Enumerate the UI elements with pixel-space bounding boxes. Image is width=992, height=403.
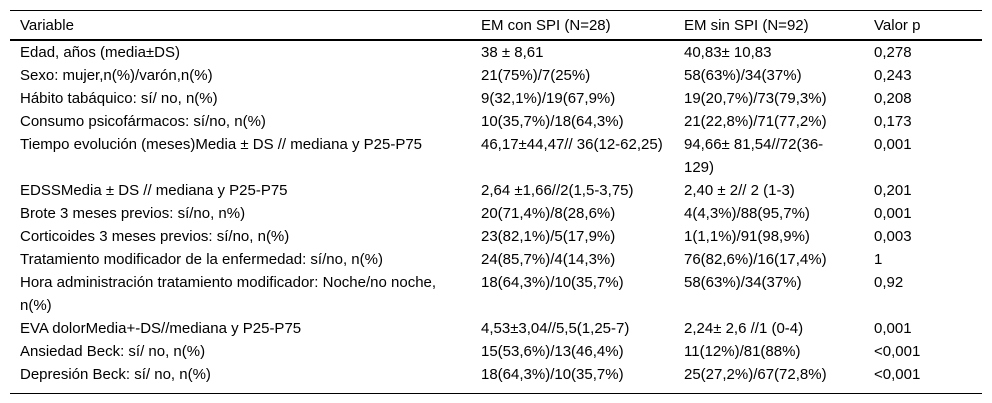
cell-variable: Hora administración tratamiento modifica…: [20, 274, 437, 314]
cell-valor-p: <0,001: [874, 343, 921, 360]
cell-valor-p: 0,001: [874, 320, 912, 337]
table-row: Tiempo evolución (meses)Media ± DS // me…: [10, 133, 982, 179]
table-header-row: Variable EM con SPI (N=28) EM sin SPI (N…: [10, 10, 982, 41]
cell-em-sin-spi: 25(27,2%)/67(72,8%): [684, 366, 827, 383]
table-row: Sexo: mujer,n(%)/varón,n(%) 21(75%)/7(25…: [10, 64, 982, 87]
cell-variable: EVA dolorMedia+-DS//mediana y P25-P75: [20, 320, 302, 337]
cell-em-sin-spi: 58(63%)/34(37%): [684, 274, 802, 291]
cell-variable: Sexo: mujer,n(%)/varón,n(%): [20, 67, 213, 84]
cell-em-con-spi: 4,53±3,04//5,5(1,25-7): [481, 320, 630, 337]
cell-variable: Corticoides 3 meses previos: sí/no, n(%): [20, 228, 290, 245]
cell-valor-p: 0,003: [874, 228, 912, 245]
cell-em-sin-spi: 19(20,7%)/73(79,3%): [684, 90, 827, 107]
table-row: Depresión Beck: sí/ no, n(%) 18(64,3%)/1…: [10, 363, 982, 394]
cell-em-sin-spi: 76(82,6%)/16(17,4%): [684, 251, 827, 268]
cell-variable: Brote 3 meses previos: sí/no, n%): [20, 205, 246, 222]
cell-valor-p: 1: [874, 251, 883, 268]
table-row: Hora administración tratamiento modifica…: [10, 271, 982, 317]
cell-variable: Tratamiento modificador de la enfermedad…: [20, 251, 383, 268]
comparison-table-container: Variable EM con SPI (N=28) EM sin SPI (N…: [10, 10, 982, 394]
cell-em-con-spi: 21(75%)/7(25%): [481, 67, 591, 84]
table-row: Hábito tabáquico: sí/ no, n(%) 9(32,1%)/…: [10, 87, 982, 110]
cell-valor-p: 0,243: [874, 67, 912, 84]
cell-em-sin-spi: 2,40 ± 2// 2 (1-3): [684, 182, 795, 199]
cell-valor-p: 0,92: [874, 274, 904, 291]
cell-em-sin-spi: 40,83± 10,83: [684, 44, 772, 61]
cell-em-sin-spi: 4(4,3%)/88(95,7%): [684, 205, 810, 222]
cell-em-con-spi: 15(53,6%)/13(46,4%): [481, 343, 624, 360]
table-row: Brote 3 meses previos: sí/no, n%) 20(71,…: [10, 202, 982, 225]
table-row: Consumo psicofármacos: sí/no, n(%) 10(35…: [10, 110, 982, 133]
cell-variable: Consumo psicofármacos: sí/no, n(%): [20, 113, 266, 130]
cell-em-con-spi: 46,17±44,47// 36(12-62,25): [481, 136, 663, 153]
cell-valor-p: 0,001: [874, 205, 912, 222]
cell-em-con-spi: 38 ± 8,61: [481, 44, 544, 61]
cell-valor-p: 0,001: [874, 136, 912, 153]
cell-em-sin-spi: 94,66± 81,54//72(36-129): [684, 136, 824, 176]
cell-em-sin-spi: 58(63%)/34(37%): [684, 67, 802, 84]
cell-em-con-spi: 2,64 ±1,66//2(1,5-3,75): [481, 182, 634, 199]
table-row: EVA dolorMedia+-DS//mediana y P25-P75 4,…: [10, 317, 982, 340]
cell-variable: Hábito tabáquico: sí/ no, n(%): [20, 90, 218, 107]
cell-valor-p: 0,278: [874, 44, 912, 61]
cell-valor-p: <0,001: [874, 366, 921, 383]
table-row: Tratamiento modificador de la enfermedad…: [10, 248, 982, 271]
cell-em-con-spi: 18(64,3%)/10(35,7%): [481, 274, 624, 291]
cell-em-con-spi: 24(85,7%)/4(14,3%): [481, 251, 616, 268]
cell-valor-p: 0,201: [874, 182, 912, 199]
cell-em-sin-spi: 21(22,8%)/71(77,2%): [684, 113, 827, 130]
column-header-em-con-spi: EM con SPI (N=28): [480, 10, 683, 41]
cell-em-sin-spi: 2,24± 2,6 //1 (0-4): [684, 320, 804, 337]
table-row: Corticoides 3 meses previos: sí/no, n(%)…: [10, 225, 982, 248]
cell-em-con-spi: 9(32,1%)/19(67,9%): [481, 90, 616, 107]
comparison-table: Variable EM con SPI (N=28) EM sin SPI (N…: [10, 10, 982, 394]
table-body: Edad, años (media±DS) 38 ± 8,61 40,83± 1…: [10, 40, 982, 394]
column-header-em-sin-spi: EM sin SPI (N=92): [683, 10, 873, 41]
cell-em-con-spi: 10(35,7%)/18(64,3%): [481, 113, 624, 130]
cell-valor-p: 0,173: [874, 113, 912, 130]
table-row: Edad, años (media±DS) 38 ± 8,61 40,83± 1…: [10, 40, 982, 64]
table-row: Ansiedad Beck: sí/ no, n(%) 15(53,6%)/13…: [10, 340, 982, 363]
cell-variable: Edad, años (media±DS): [20, 44, 180, 61]
cell-variable: EDSSMedia ± DS // mediana y P25-P75: [20, 182, 288, 199]
cell-variable: Depresión Beck: sí/ no, n(%): [20, 366, 211, 383]
cell-em-con-spi: 23(82,1%)/5(17,9%): [481, 228, 616, 245]
cell-em-sin-spi: 11(12%)/81(88%): [684, 343, 801, 360]
cell-valor-p: 0,208: [874, 90, 912, 107]
cell-em-con-spi: 20(71,4%)/8(28,6%): [481, 205, 616, 222]
cell-variable: Tiempo evolución (meses)Media ± DS // me…: [20, 136, 423, 153]
table-row: EDSSMedia ± DS // mediana y P25-P75 2,64…: [10, 179, 982, 202]
table-header: Variable EM con SPI (N=28) EM sin SPI (N…: [10, 10, 982, 41]
cell-em-con-spi: 18(64,3%)/10(35,7%): [481, 366, 624, 383]
cell-em-sin-spi: 1(1,1%)/91(98,9%): [684, 228, 810, 245]
column-header-variable: Variable: [10, 10, 480, 41]
cell-variable: Ansiedad Beck: sí/ no, n(%): [20, 343, 206, 360]
column-header-valor-p: Valor p: [873, 10, 982, 41]
